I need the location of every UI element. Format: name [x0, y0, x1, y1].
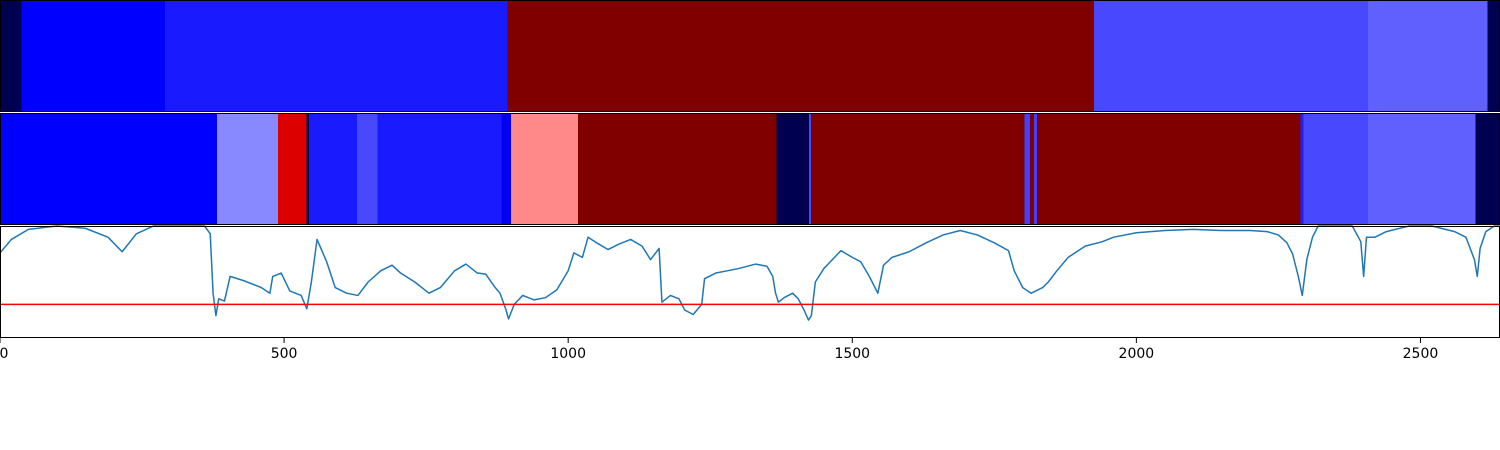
strip-segment: [21, 0, 165, 112]
line-panel-background: [0, 226, 1500, 338]
strip-segment: [809, 113, 811, 225]
strip-segment: [1093, 0, 1369, 112]
x-tick-label: 1000: [550, 346, 586, 362]
strip-segment: [510, 113, 578, 225]
x-tick-label: 2000: [1119, 346, 1155, 362]
strip-segment: [306, 113, 310, 225]
strip-segment: [277, 113, 307, 225]
strip-segment: [1034, 113, 1037, 225]
strip-segment: [1300, 113, 1304, 225]
strip-segment: [377, 113, 502, 225]
strip-segment: [309, 113, 357, 225]
strip-segment: [0, 113, 218, 225]
category-strip-middle: [0, 113, 1500, 225]
strip-segment: [1303, 113, 1369, 225]
strip-segment: [776, 113, 810, 225]
strip-segment: [577, 113, 777, 225]
strip-segment: [501, 113, 511, 225]
strip-segment: [1036, 113, 1301, 225]
strip-segment: [1475, 113, 1500, 225]
line-panel: [0, 225, 1500, 338]
strip-segment: [0, 0, 22, 112]
strip-segment: [164, 0, 508, 112]
strip-segment: [356, 113, 378, 225]
strip-segment: [1024, 113, 1031, 225]
x-tick-label: 1500: [834, 346, 870, 362]
strip-segment: [217, 113, 278, 225]
strip-segment: [507, 0, 1094, 112]
x-tick-label: 2500: [1403, 346, 1439, 362]
x-axis: 0 500 1000 1500 2000 2500: [0, 338, 1438, 362]
category-strip-top: [0, 0, 1500, 112]
strip-segment: [1368, 0, 1488, 112]
x-tick-label: 500: [271, 346, 298, 362]
strip-segment: [1368, 113, 1476, 225]
x-tick-label: 0: [0, 346, 8, 362]
series-line: [0, 225, 1500, 321]
strip-segment: [810, 113, 1025, 225]
strip-segment: [1487, 0, 1500, 112]
strip-segment: [1030, 113, 1035, 225]
